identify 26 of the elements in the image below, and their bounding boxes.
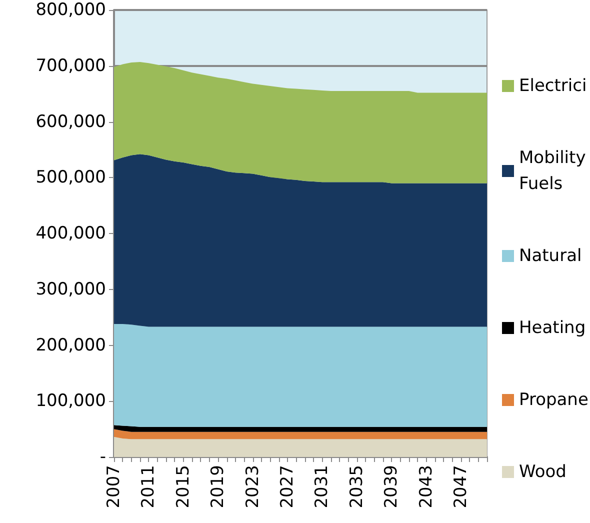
x-tick-label: 2015 bbox=[173, 465, 194, 508]
y-tick-label: 300,000 bbox=[36, 279, 106, 300]
y-tick-label: 600,000 bbox=[36, 112, 106, 132]
x-tick-label: 2023 bbox=[242, 465, 263, 508]
x-tick-label: 2019 bbox=[208, 465, 228, 508]
legend-label: Electrici bbox=[519, 76, 587, 96]
legend-label: Natural bbox=[519, 246, 582, 266]
y-tick-label: 700,000 bbox=[36, 56, 106, 76]
y-tick-label: 800,000 bbox=[36, 0, 106, 20]
legend-label: Propane bbox=[519, 390, 588, 410]
x-tick-label: 2035 bbox=[346, 465, 367, 508]
x-tick-label: 2031 bbox=[312, 465, 332, 508]
y-tick-label: 400,000 bbox=[36, 224, 106, 244]
x-tick-label: 2011 bbox=[138, 465, 159, 508]
y-tick-label: 200,000 bbox=[36, 335, 106, 356]
y-tick-label: - bbox=[100, 447, 106, 467]
x-tick-label: 2039 bbox=[382, 465, 402, 508]
x-tick-label: 2047 bbox=[450, 465, 471, 508]
x-tick-label: 2007 bbox=[104, 465, 124, 508]
x-tick-label: 2043 bbox=[416, 465, 436, 508]
x-tick-label: 2027 bbox=[277, 465, 298, 508]
y-tick-label: 100,000 bbox=[36, 391, 106, 412]
legend-label: Mobility Fuels bbox=[519, 148, 586, 194]
legend-label: Wood bbox=[519, 462, 566, 482]
legend-label: Heating bbox=[519, 318, 586, 338]
y-tick-label: 500,000 bbox=[36, 168, 106, 188]
